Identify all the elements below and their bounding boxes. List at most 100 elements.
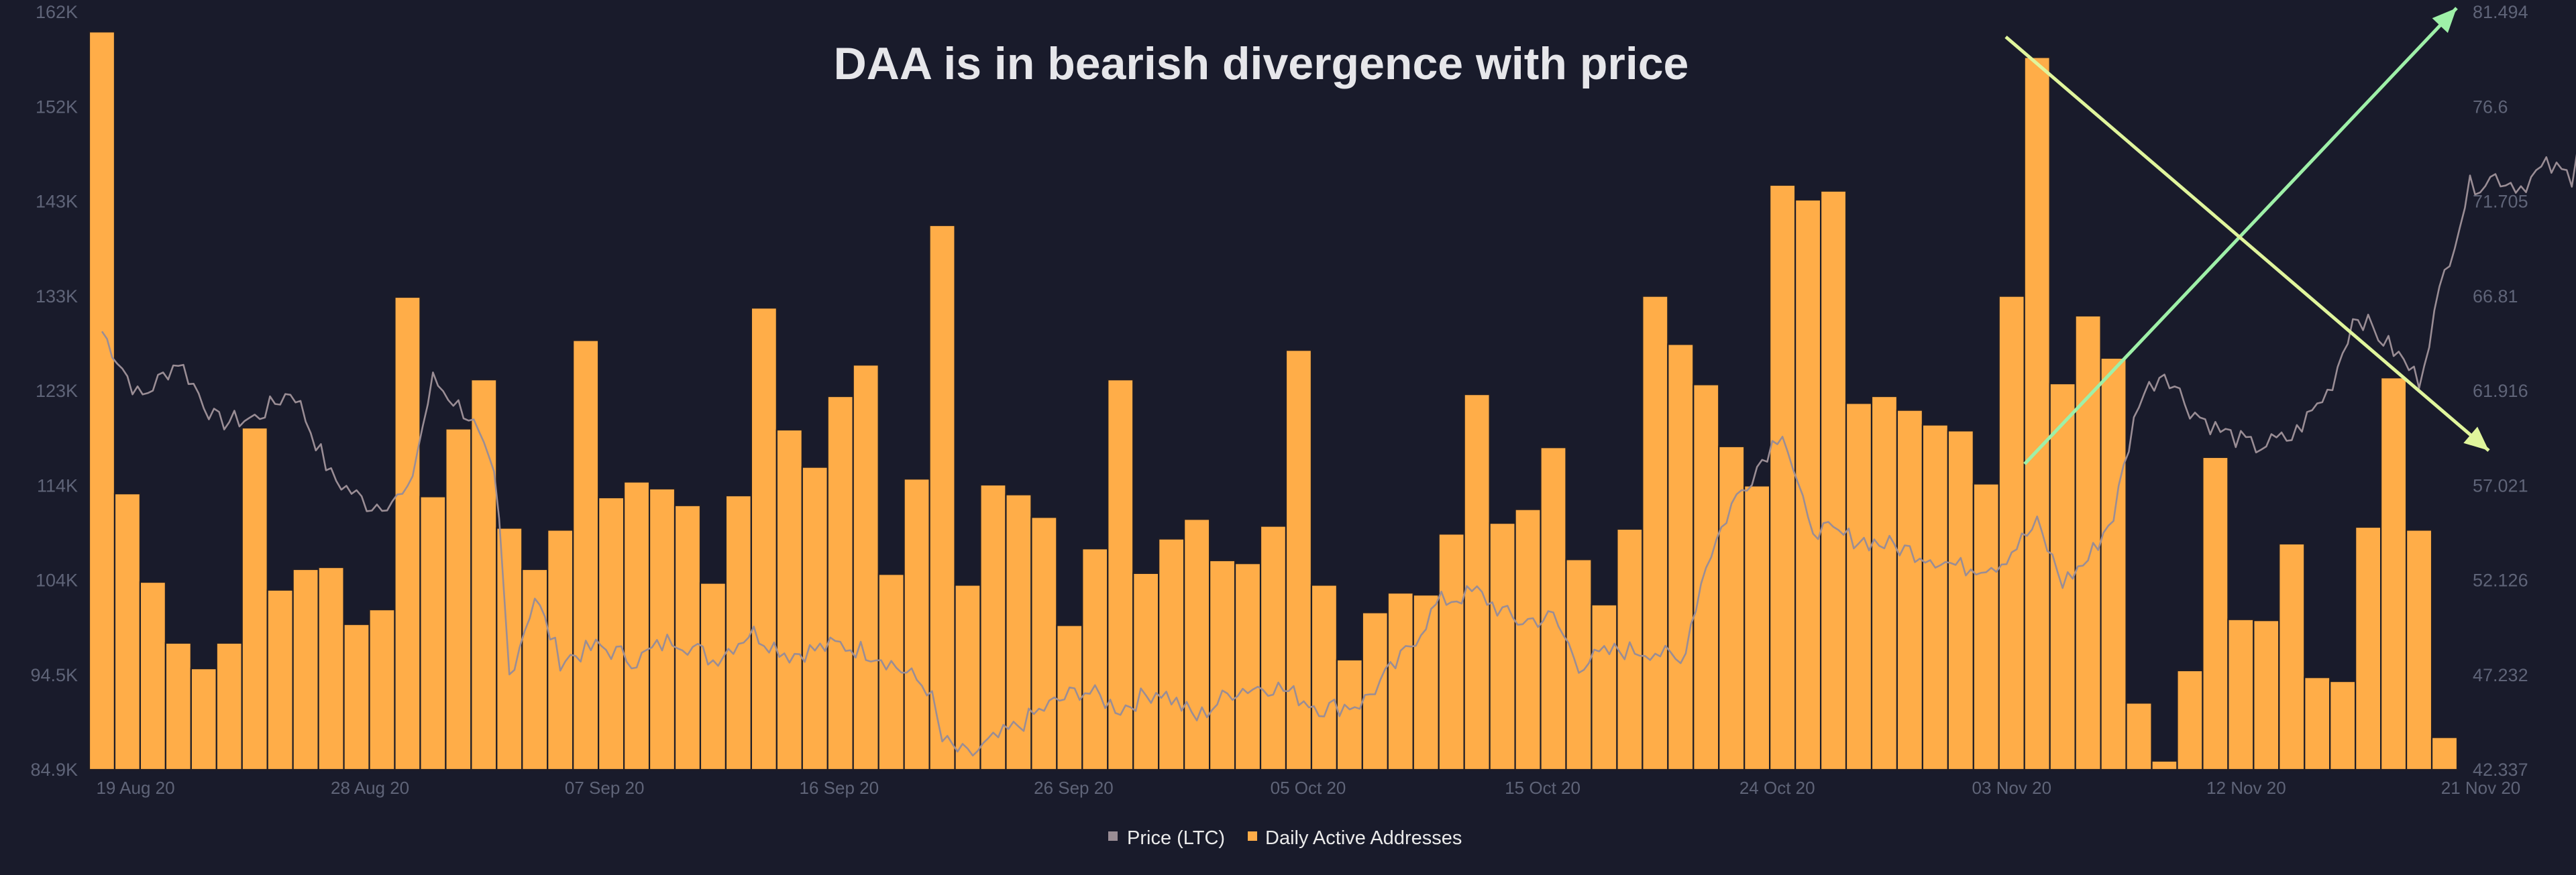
x-tick-label: 26 Sep 20 — [1034, 778, 1114, 798]
bar — [2430, 736, 2459, 771]
price-line-series — [101, 154, 2576, 757]
bar — [1285, 349, 1313, 771]
bar — [572, 339, 600, 771]
price-line — [101, 154, 2576, 757]
bar — [2304, 677, 2331, 771]
bar — [852, 364, 879, 771]
y-left-tick-label: 84.9K — [30, 760, 78, 780]
bar — [928, 224, 956, 771]
y-right-tick-label: 52.126 — [2473, 571, 2528, 591]
legend-swatch-price — [1108, 831, 1118, 841]
bar — [1743, 485, 1771, 771]
y-left-tick-label: 133K — [36, 286, 78, 306]
bar — [623, 481, 651, 771]
bar — [164, 642, 192, 771]
bar — [343, 623, 370, 771]
bar — [1387, 592, 1414, 771]
bar — [1361, 611, 1389, 771]
yellow-arrow-head — [2463, 426, 2489, 451]
bar — [2074, 314, 2102, 771]
bar — [2253, 620, 2280, 771]
bar — [1183, 518, 1211, 771]
y-right-tick-label: 76.6 — [2473, 97, 2508, 117]
x-tick-label: 07 Sep 20 — [565, 778, 645, 798]
y-left-tick-label: 114K — [37, 475, 78, 495]
bar — [1132, 572, 1160, 771]
bar — [2125, 702, 2153, 771]
legend-label-daa: Daily Active Addresses — [1265, 827, 1462, 849]
bar — [903, 478, 930, 771]
y-left-tick-label: 94.5K — [30, 665, 78, 685]
x-tick-label: 16 Sep 20 — [800, 778, 879, 798]
x-tick-label: 05 Oct 20 — [1271, 778, 1346, 798]
bar — [1463, 394, 1491, 771]
bar — [2405, 529, 2433, 771]
y-right-tick-label: 57.021 — [2473, 475, 2528, 495]
legend-label-price: Price (LTC) — [1127, 827, 1225, 849]
bar — [648, 487, 676, 771]
bar — [775, 428, 803, 771]
bar — [139, 581, 166, 771]
bar — [1947, 430, 1974, 771]
y-right-tick-label: 61.916 — [2473, 381, 2528, 401]
bar — [801, 466, 828, 771]
bar — [2355, 526, 2382, 771]
bar — [241, 426, 268, 771]
chart-title: DAA is in bearish divergence with price — [834, 38, 1689, 89]
bar — [1310, 584, 1338, 771]
bar — [598, 496, 625, 771]
bar — [1870, 395, 1898, 771]
bar — [88, 31, 116, 771]
bar — [368, 608, 396, 771]
bar — [1540, 447, 1567, 771]
y-left-tick-label: 123K — [36, 381, 78, 401]
x-tick-label: 24 Oct 20 — [1739, 778, 1815, 798]
y-right-tick-label: 81.494 — [2473, 2, 2528, 22]
bar — [1616, 528, 1644, 771]
bar — [1259, 525, 1287, 771]
bar — [1107, 379, 1134, 771]
bar — [826, 395, 854, 771]
legend-swatch-daa — [1248, 831, 1257, 841]
bar — [2100, 357, 2127, 771]
bar — [1158, 538, 1185, 771]
bar — [2227, 618, 2255, 771]
bar — [1591, 603, 1618, 771]
bar — [1896, 409, 1924, 771]
y-axis-right: 42.337 47.232 52.126 57.021 61.916 66.81 71.70… — [2473, 2, 2528, 780]
bar — [1209, 559, 1236, 771]
bar — [1642, 295, 1669, 771]
bar — [724, 494, 752, 771]
x-axis: 19 Aug 20 28 Aug 20 07 Sep 20 16 Sep 20 26 S… — [96, 778, 2520, 798]
y-left-tick-label: 104K — [36, 571, 78, 591]
bar — [1718, 445, 1746, 771]
bar — [1030, 516, 1058, 771]
yellow-arrow-shaft — [2004, 36, 2490, 452]
bar — [2151, 760, 2178, 771]
bar — [1438, 533, 1465, 771]
bar — [1336, 658, 1363, 771]
bar — [2202, 456, 2229, 771]
bar — [1412, 594, 1440, 771]
bar — [1667, 343, 1695, 771]
y-axis-left: 84.9K 94.5K 104K 114K 123K 133K 143K 152K 162K — [30, 2, 78, 780]
bar — [2329, 680, 2357, 771]
bar — [215, 642, 243, 771]
bar — [1489, 522, 1516, 771]
x-tick-label: 15 Oct 20 — [1505, 778, 1580, 798]
bar — [674, 504, 702, 771]
x-tick-label: 21 Nov 20 — [2441, 778, 2521, 798]
y-right-tick-label: 66.81 — [2473, 286, 2518, 306]
bar — [1769, 184, 1796, 771]
bar — [1998, 295, 2025, 771]
bar — [1081, 548, 1109, 771]
bar — [1819, 190, 1847, 771]
bar — [113, 493, 142, 771]
bar — [1845, 402, 1873, 771]
y-right-tick-label: 47.232 — [2473, 665, 2528, 685]
bar — [394, 296, 421, 771]
x-tick-label: 28 Aug 20 — [331, 778, 409, 798]
bar — [547, 529, 574, 771]
